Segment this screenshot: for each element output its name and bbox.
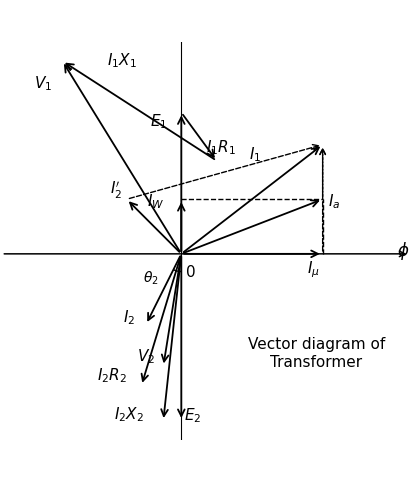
Text: $I_a$: $I_a$ [327, 192, 339, 211]
Text: $I_1X_1$: $I_1X_1$ [107, 52, 137, 70]
Text: $I_1R_1$: $I_1R_1$ [206, 138, 235, 157]
Text: $I_1$: $I_1$ [249, 145, 261, 163]
Text: $I_2$: $I_2$ [122, 309, 134, 327]
Text: $E_2$: $E_2$ [184, 406, 201, 425]
Text: $E_1$: $E_1$ [150, 113, 167, 132]
Text: $I_2'$: $I_2'$ [109, 180, 121, 201]
Text: Vector diagram of
Transformer: Vector diagram of Transformer [247, 337, 384, 370]
Text: $I_2R_2$: $I_2R_2$ [97, 367, 127, 385]
Text: $V_2$: $V_2$ [137, 348, 154, 366]
Text: $V_1$: $V_1$ [34, 74, 52, 93]
Text: 0: 0 [186, 266, 196, 281]
Text: $\phi$: $\phi$ [396, 240, 408, 262]
Text: $I_{\mu}$: $I_{\mu}$ [306, 260, 319, 280]
Text: $\theta_2$: $\theta_2$ [142, 269, 158, 287]
Text: $I_2X_2$: $I_2X_2$ [114, 405, 143, 424]
Text: $I_W$: $I_W$ [147, 192, 164, 211]
